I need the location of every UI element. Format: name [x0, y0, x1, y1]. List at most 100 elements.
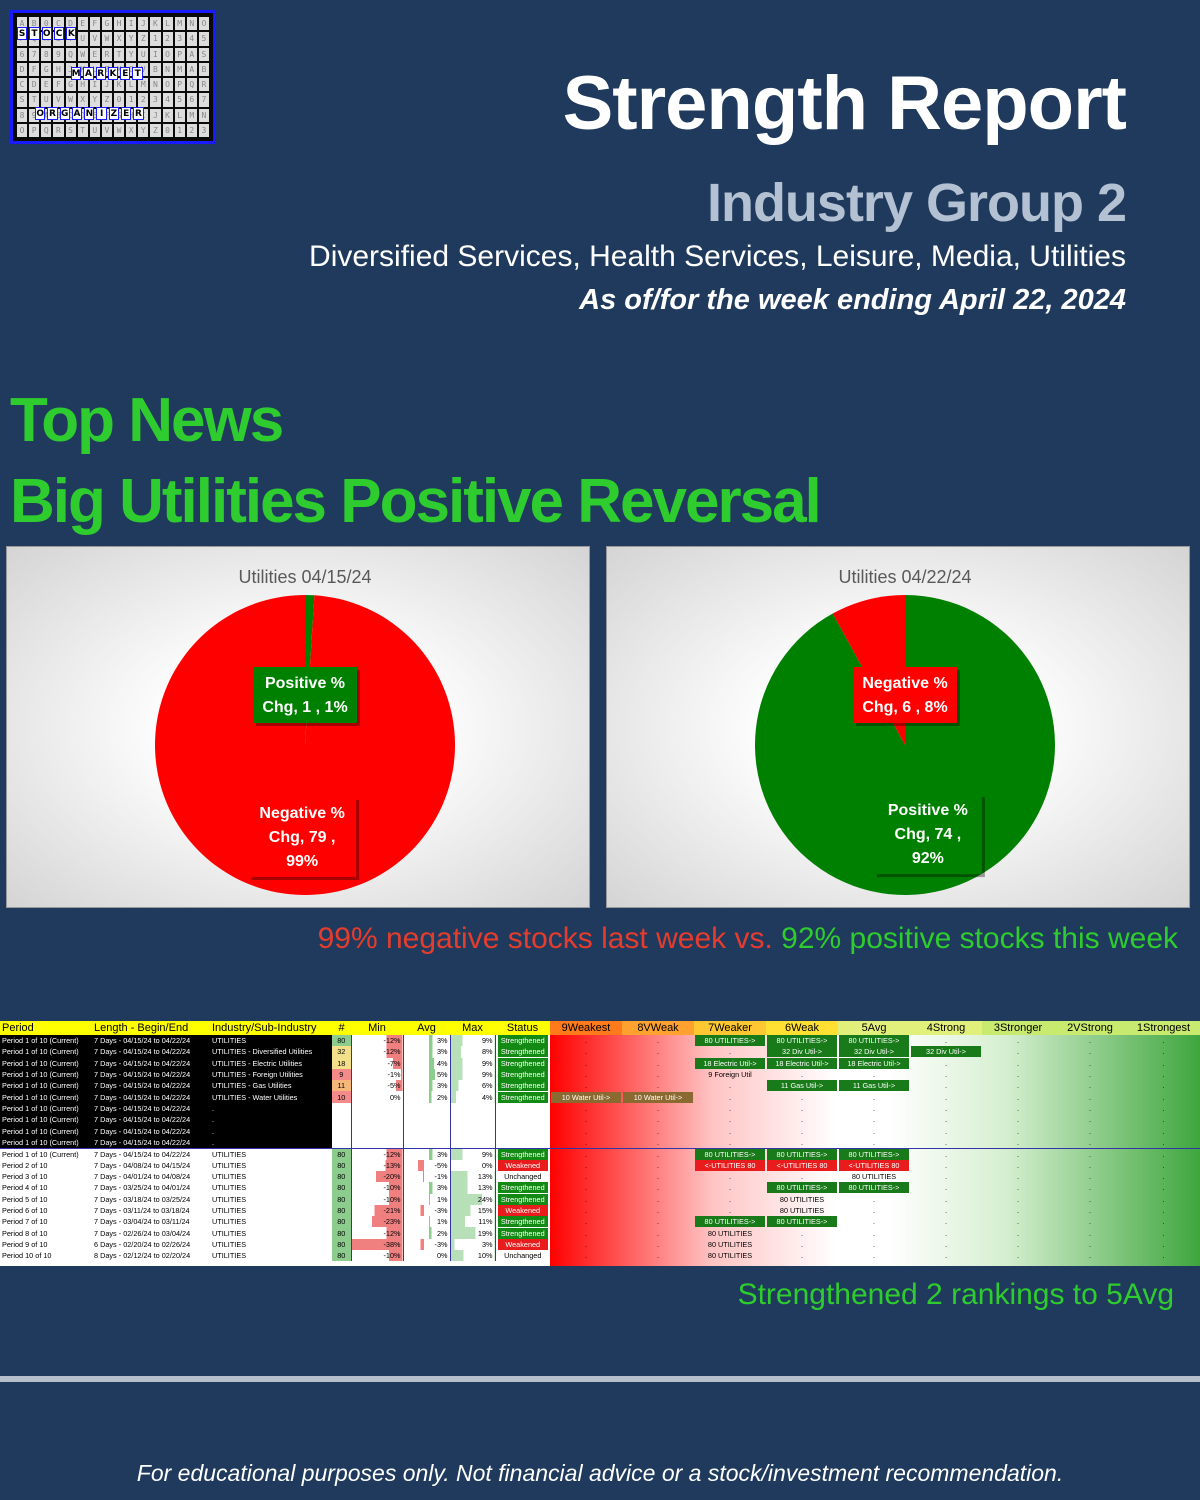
- rank-cell: .: [1126, 1058, 1200, 1069]
- logo-letter: T: [29, 27, 40, 40]
- rank-cell: 80 UTILITIES: [838, 1171, 910, 1182]
- logo-grid-cell: N: [162, 62, 173, 76]
- logo-grid-cell: F: [89, 17, 100, 31]
- rank-marker: .: [1016, 1217, 1020, 1227]
- table-row: Period 1 of 10 (Current) 7 Days - 04/15/2…: [0, 1147, 1200, 1160]
- rank-marker: .: [872, 1228, 876, 1238]
- rank-cell: .: [982, 1205, 1054, 1216]
- table-header-cell: 9Weakest: [550, 1021, 622, 1035]
- rank-cell: .: [1126, 1171, 1200, 1182]
- min-cell: -21%: [350, 1204, 403, 1217]
- length-cell: 7 Days - 03/04/24 to 03/11/24: [94, 1217, 190, 1227]
- rank-cell: 80 UTILITIES->: [838, 1182, 910, 1194]
- rank-cell: .: [694, 1194, 766, 1205]
- rank-marker: .: [872, 1206, 876, 1215]
- rank-marker: 32 Div Util->: [839, 1046, 909, 1058]
- pie-data-label: Positive %: [265, 675, 345, 692]
- rank-cell: .: [910, 1227, 982, 1238]
- table-row: Period 1 of 10 (Current) 7 Days - 04/15/2…: [0, 1125, 1200, 1137]
- status-badge: Weakened: [497, 1238, 548, 1250]
- rank-cell: .: [766, 1125, 838, 1136]
- max-cell: 9%: [449, 1057, 495, 1069]
- rank-marker: <-UTILITIES 80: [695, 1159, 765, 1171]
- pie-data-label: Positive %: [888, 802, 968, 819]
- rank-marker: 80 UTILITIES->: [767, 1182, 837, 1194]
- status-cell: Strengthened: [494, 1080, 550, 1092]
- rank-cell: 10 Water Util->: [550, 1091, 622, 1103]
- avg-cell: 0%: [402, 1250, 450, 1262]
- rank-marker: .: [656, 1183, 660, 1193]
- rank-cell: 80 UTILITIES->: [838, 1147, 910, 1160]
- rank-cell: .: [838, 1250, 910, 1261]
- avg-cell: -1%: [402, 1170, 450, 1183]
- rank-marker: 32 Div Util->: [911, 1046, 981, 1058]
- rank-cell: .: [1126, 1216, 1200, 1227]
- stock-market-organizer-logo: AB0CDEFGHIJKLMNOPQRSTUVWXYZ123456789QWER…: [10, 10, 216, 144]
- rank-cell: .: [982, 1069, 1054, 1080]
- avg-cell: 3%: [402, 1080, 450, 1092]
- rank-marker: .: [944, 1081, 948, 1091]
- rank-cell: .: [982, 1058, 1054, 1069]
- rank-cell: .: [1126, 1205, 1200, 1216]
- min-cell: -7%: [350, 1057, 403, 1069]
- rank-cell: .: [550, 1216, 622, 1227]
- table-header-cell: #: [332, 1021, 351, 1035]
- logo-grid-cell: J: [101, 78, 112, 92]
- table-row: Period 1 of 10 (Current) 7 Days - 04/15/2…: [0, 1114, 1200, 1126]
- rank-cell: .: [622, 1216, 694, 1227]
- strength-note: Strengthened 2 rankings to 5Avg: [737, 1278, 1174, 1311]
- rank-cell: .: [1054, 1227, 1126, 1238]
- max-cell: 4%: [449, 1091, 495, 1103]
- status-badge: Strengthened: [497, 1035, 548, 1047]
- rank-cell: .: [622, 1147, 694, 1160]
- rank-cell: .: [550, 1137, 622, 1149]
- logo-grid-cell: 3: [198, 123, 209, 137]
- rank-cell: .: [622, 1205, 694, 1216]
- rank-cell: .: [1054, 1125, 1126, 1136]
- rank-cell: .: [1054, 1103, 1126, 1114]
- length-cell: 7 Days - 04/15/24 to 04/22/24: [92, 1035, 210, 1047]
- rank-marker: .: [728, 1183, 732, 1193]
- rank-marker: .: [872, 1239, 876, 1249]
- rank-cell: .: [1054, 1250, 1126, 1261]
- rank-marker: .: [1016, 1228, 1020, 1238]
- industry-cell: UTILITIES - Foreign Utilities: [210, 1068, 332, 1081]
- table-row: Period 3 of 10 7 Days - 04/01/24 to 04/08…: [0, 1170, 1200, 1183]
- rank-marker: .: [944, 1058, 948, 1068]
- logo-grid-cell: E: [77, 17, 88, 31]
- logo-grid-cell: L: [174, 108, 185, 122]
- logo-grid-cell: D: [77, 108, 88, 122]
- pie-chart-svg: Utilities 04/22/24 Positive % Chg, 74 , 92%…: [755, 567, 1055, 895]
- logo-grid-cell: 1: [150, 32, 161, 46]
- length-cell: 6 Days - 02/20/24 to 02/26/24: [94, 1239, 191, 1249]
- rank-cell: .: [1126, 1046, 1200, 1057]
- status-cell: Strengthened: [494, 1182, 550, 1194]
- rank-marker: .: [1016, 1058, 1020, 1068]
- max-cell: 15%: [449, 1204, 495, 1217]
- rank-marker: .: [656, 1239, 660, 1249]
- logo-grid-cell: 2: [138, 93, 149, 107]
- logo-grid-cell: O: [198, 17, 209, 31]
- rank-marker: 18 Electric Util->: [839, 1057, 909, 1069]
- logo-grid-cell: K: [150, 17, 161, 31]
- logo-grid-cell: V: [138, 62, 149, 76]
- status-badge: Strengthened: [497, 1216, 548, 1228]
- rank-cell: .: [622, 1194, 694, 1205]
- min-cell: -12%: [350, 1035, 403, 1047]
- rank-marker: .: [872, 1092, 876, 1102]
- as-of-date: As of/for the week ending April 22, 2024: [579, 284, 1126, 316]
- rank-marker: .: [800, 1137, 804, 1147]
- rank-cell: 18 Electric Util->: [838, 1057, 910, 1069]
- rank-marker: .: [944, 1126, 948, 1136]
- rank-cell: 18 Electric Util->: [766, 1057, 838, 1069]
- rank-marker: 11 Gas Util->: [767, 1080, 837, 1092]
- logo-grid-cell: Y: [126, 47, 137, 61]
- logo-letter: K: [107, 67, 119, 80]
- rank-cell: .: [838, 1227, 910, 1238]
- rank-marker: 18 Electric Util->: [767, 1057, 837, 1069]
- avg-cell: [402, 1125, 450, 1137]
- logo-grid-cell: Z: [101, 62, 112, 76]
- rank-marker: 80 UTILITIES->: [839, 1182, 909, 1194]
- rank-cell: .: [838, 1114, 910, 1125]
- logo-grid-cell: 0: [41, 17, 52, 31]
